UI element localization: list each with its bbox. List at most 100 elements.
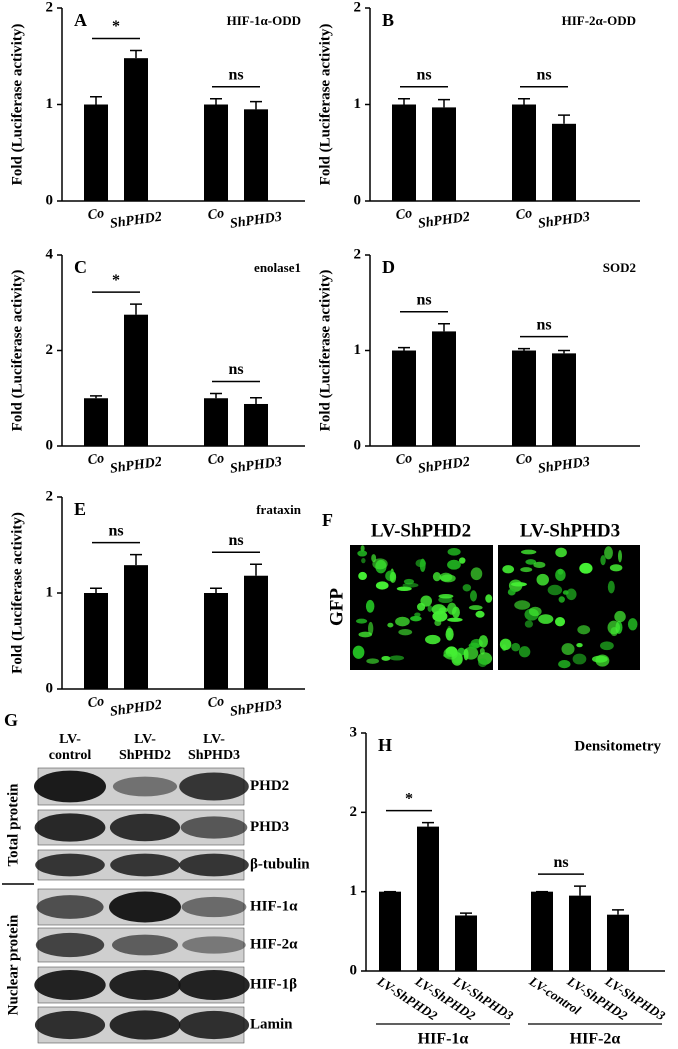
y-tick-label: 1 [46, 584, 54, 600]
gfp-cell [566, 588, 577, 601]
chart-title: HIF-1α-ODD [227, 13, 301, 28]
bar [84, 104, 108, 201]
y-axis-label: Fold (Luciferase activity) [9, 270, 25, 432]
gfp-cell [427, 605, 433, 612]
gfp-cell [470, 567, 483, 581]
bar [392, 104, 416, 201]
blot-band [180, 816, 248, 839]
gfp-cell [538, 614, 554, 624]
gfp-cell [499, 638, 512, 651]
gfp-cell [614, 610, 626, 623]
x-tick-label: ShPHD2 [417, 210, 471, 232]
error-bar [518, 347, 530, 351]
group-label: Total protein [5, 783, 21, 867]
gfp-cell [459, 557, 466, 564]
gfp-cell [579, 562, 593, 574]
y-axis-label: Fold (Luciferase activity) [9, 512, 25, 674]
gfp-cell [514, 600, 531, 610]
blot-band [110, 853, 180, 877]
y-tick-label: 1 [354, 96, 362, 112]
gfp-cell [600, 641, 614, 651]
panel-letter: A [74, 10, 87, 30]
x-tick-label: ShPHD2 [109, 455, 163, 477]
gfp-cell [478, 658, 488, 668]
column-label: LV-ShPHD2 [371, 520, 471, 541]
panel-letter: H [378, 735, 392, 755]
bar [455, 915, 477, 971]
gfp-cell [365, 599, 375, 613]
gfp-cell [520, 567, 533, 573]
y-axis-label: Fold (Luciferase activity) [317, 270, 333, 432]
bar [531, 891, 553, 971]
gfp-cell [555, 568, 566, 582]
gfp-cell [547, 584, 563, 596]
gfp-cell [396, 586, 412, 591]
gfp-cell [352, 645, 365, 659]
y-tick-label: 0 [46, 437, 54, 453]
error-bar [460, 912, 472, 916]
blot-band [112, 934, 178, 956]
significance-label: ns [228, 361, 243, 378]
gfp-cell [447, 617, 463, 622]
bar [84, 398, 108, 446]
gfp-cell [617, 550, 622, 563]
gfp-cell [360, 545, 365, 552]
panel-letter: C [74, 257, 87, 277]
gfp-cell [366, 658, 379, 664]
bar [84, 593, 108, 689]
gfp-cell [485, 594, 493, 603]
significance-label: ns [536, 66, 551, 83]
x-tick-label: ShPHD3 [229, 210, 283, 232]
significance-label: * [405, 790, 413, 807]
x-tick-label: Co [207, 694, 225, 711]
gfp-cell [528, 606, 542, 617]
error-bar [518, 97, 530, 105]
chart-title: Densitometry [574, 738, 661, 754]
gfp-cell [561, 643, 575, 655]
gfp-cell [357, 550, 368, 557]
bar [244, 403, 268, 446]
chart-title: HIF-2α-ODD [562, 13, 636, 28]
blot-band [182, 936, 246, 954]
blot-band [34, 813, 106, 842]
y-tick-label: 2 [354, 0, 362, 15]
y-tick-label: 0 [354, 192, 362, 208]
bar [244, 575, 268, 689]
y-axis-label: Fold (Luciferase activity) [9, 24, 25, 186]
bar [512, 104, 536, 201]
error-bar [558, 114, 570, 124]
x-tick-label: Co [87, 206, 105, 223]
bar [552, 353, 576, 446]
gfp-cell [375, 581, 389, 590]
gfp-cell [358, 631, 373, 638]
x-tick-label: ShPHD3 [229, 698, 283, 720]
panel-letter: F [322, 510, 333, 530]
gfp-cell [414, 612, 421, 617]
panel-letter: E [74, 499, 86, 519]
blot-band [34, 770, 106, 803]
blot-band [36, 895, 104, 919]
column-label: ShPHD2 [119, 748, 171, 763]
gfp-cell [511, 642, 521, 652]
row-label: PHD2 [250, 778, 289, 794]
error-bar [90, 587, 102, 593]
x-tick-label: Co [87, 694, 105, 711]
error-bar [398, 346, 410, 351]
blot-band [34, 969, 106, 1001]
bar [607, 914, 629, 971]
gfp-cell [389, 571, 397, 584]
gfp-cell [478, 635, 488, 648]
blot-band [35, 853, 105, 877]
gfp-cell [525, 559, 537, 565]
significance-label: * [112, 18, 120, 35]
error-bar [90, 395, 102, 399]
chart-title: frataxin [256, 502, 302, 517]
error-bar [210, 587, 222, 593]
gfp-cell [554, 616, 566, 627]
error-bar [250, 100, 262, 110]
error-bar [438, 323, 450, 332]
y-tick-label: 2 [46, 488, 54, 504]
row-label: GFP [326, 588, 347, 626]
y-tick-label: 1 [350, 883, 358, 899]
